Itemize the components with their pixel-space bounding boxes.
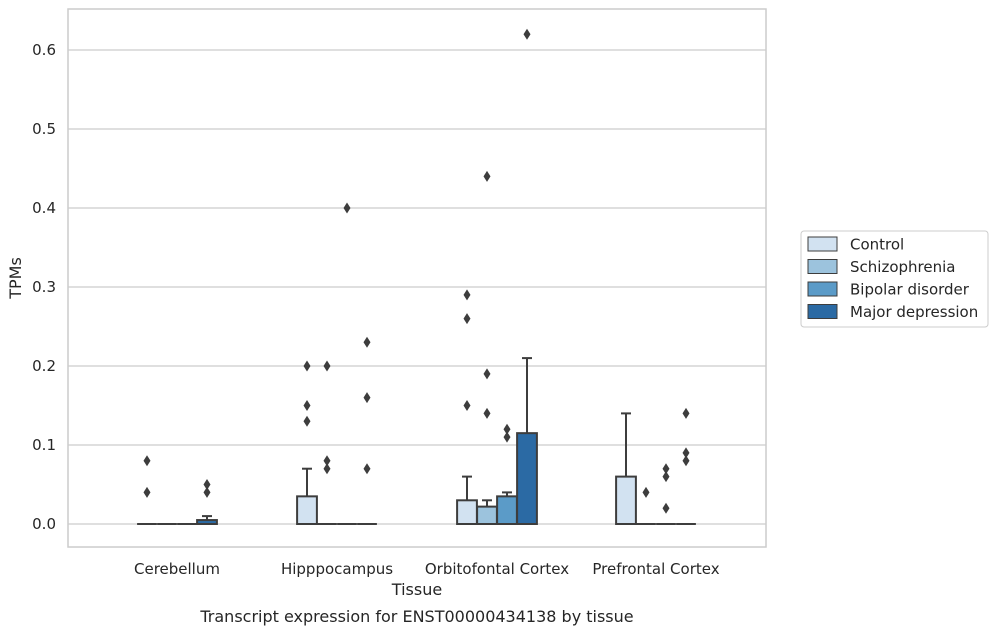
- box: [456, 499, 478, 525]
- outlier-point: [303, 360, 311, 372]
- x-tick-labels: Cerebellum Hipppocampus Orbitofontal Corte…: [134, 560, 720, 578]
- box-group: [456, 289, 478, 525]
- outlier-point: [662, 463, 670, 475]
- grid-lines: [68, 49, 766, 525]
- legend-entry: Major depression: [807, 303, 978, 321]
- legend-frame: [800, 230, 989, 328]
- box-group: [615, 412, 637, 526]
- box-group: [317, 360, 337, 525]
- chart-caption: Transcript expression for ENST0000043413…: [199, 607, 633, 626]
- x-axis-label: Tissue: [391, 580, 442, 599]
- box-group: [337, 202, 357, 525]
- box: [516, 432, 538, 525]
- outlier-point: [483, 407, 491, 419]
- outlier-point: [363, 463, 371, 475]
- x-tick-label: Hipppocampus: [281, 560, 393, 578]
- plot-frame: [67, 8, 767, 548]
- outlier-point: [523, 28, 531, 40]
- outlier-point: [203, 479, 211, 490]
- y-axis-label: TPMs: [6, 257, 25, 300]
- box-group: [137, 455, 157, 525]
- box-group: [476, 170, 498, 525]
- outlier-point: [303, 400, 311, 411]
- legend-swatch: [807, 281, 838, 297]
- outlier-point: [323, 463, 331, 475]
- box: [615, 475, 637, 526]
- box-group: [357, 336, 377, 525]
- outlier-point: [662, 502, 670, 514]
- outlier-point: [203, 486, 211, 498]
- outlier-point: [682, 455, 690, 467]
- box: [496, 495, 518, 526]
- box: [296, 495, 318, 526]
- y-tick-label: 0.4: [32, 199, 56, 217]
- outlier-point: [503, 423, 511, 435]
- y-tick-labels: 0.0 0.1 0.2 0.3 0.4 0.5 0.6: [32, 41, 56, 533]
- x-tick-label: Orbitofontal Cortex: [425, 560, 569, 578]
- outlier-point: [323, 360, 331, 372]
- x-tick-label: Prefrontal Cortex: [592, 560, 719, 578]
- legend-label: Bipolar disorder: [850, 281, 970, 299]
- outlier-point: [503, 431, 511, 443]
- box-group: [636, 486, 656, 525]
- outlier-point: [363, 336, 371, 348]
- box-marks: [137, 28, 696, 526]
- box-group: [676, 407, 696, 525]
- outlier-point: [463, 400, 471, 411]
- legend-swatch: [807, 236, 838, 252]
- y-tick-label: 0.0: [32, 515, 56, 533]
- outlier-point: [303, 415, 311, 427]
- legend-swatch: [807, 259, 838, 274]
- box-group: [196, 479, 218, 525]
- outlier-point: [463, 313, 471, 325]
- y-tick-label: 0.2: [32, 357, 56, 375]
- outlier-point: [323, 455, 331, 467]
- y-tick-label: 0.6: [32, 41, 56, 59]
- outlier-point: [662, 471, 670, 483]
- y-tick-label: 0.5: [32, 120, 56, 138]
- box: [476, 505, 498, 525]
- outlier-point: [463, 289, 471, 301]
- outlier-point: [642, 486, 650, 498]
- box-group: [296, 360, 318, 526]
- y-tick-label: 0.3: [32, 278, 56, 296]
- outlier-point: [682, 407, 690, 419]
- legend-label: Major depression: [850, 303, 978, 321]
- box-group: [496, 423, 518, 526]
- outlier-point: [483, 368, 491, 380]
- legend-label: Schizophrenia: [850, 258, 955, 276]
- x-tick-label: Cerebellum: [134, 560, 220, 578]
- legend-entry: Control: [807, 236, 904, 254]
- legend-label: Control: [850, 236, 904, 254]
- legend-swatch: [807, 304, 838, 319]
- outlier-point: [343, 202, 351, 214]
- outlier-point: [143, 486, 151, 498]
- legend: Control Schizophrenia Bipolar disorder Majo…: [800, 230, 989, 328]
- outlier-point: [682, 447, 690, 459]
- box-group: [516, 28, 538, 525]
- legend-entry: Bipolar disorder: [807, 281, 970, 299]
- outlier-point: [143, 455, 151, 467]
- outlier-point: [483, 170, 491, 182]
- outlier-point: [363, 392, 371, 404]
- y-tick-label: 0.1: [32, 436, 56, 454]
- box-group: [656, 463, 676, 525]
- legend-entry: Schizophrenia: [807, 258, 955, 276]
